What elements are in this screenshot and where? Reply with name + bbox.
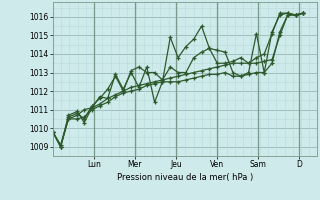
X-axis label: Pression niveau de la mer( hPa ): Pression niveau de la mer( hPa ) xyxy=(117,173,253,182)
